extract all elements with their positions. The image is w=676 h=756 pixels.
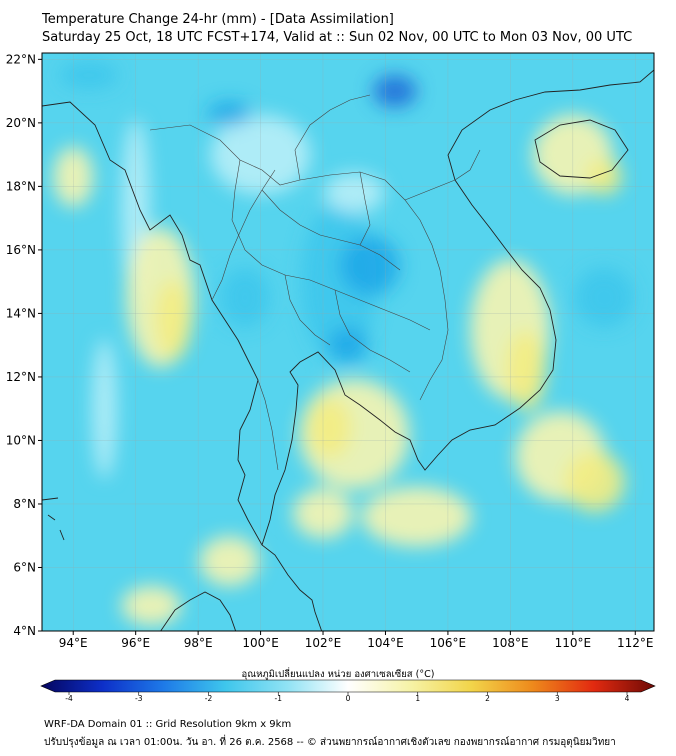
colorbar-tick-label: 0 — [345, 694, 351, 703]
colorbar-tick-label: 1 — [415, 694, 421, 703]
tick-label-lat: 18°N — [6, 179, 36, 193]
colorbar-label: อุณหภูมิเปลี่ยนแปลง หน่วย องศาเซลเซียส (… — [241, 669, 435, 680]
field-region — [121, 585, 182, 626]
coastline-andaman — [42, 497, 65, 541]
field-region — [155, 279, 192, 360]
border-segment — [359, 171, 371, 246]
colorbar-tick-label: 4 — [624, 694, 630, 703]
map-gridlines — [42, 53, 654, 631]
field-region — [564, 451, 625, 512]
tick-label-lon: 94°E — [59, 636, 88, 650]
tick-label-lon: 98°E — [184, 636, 213, 650]
tick-label-lat: 8°N — [13, 497, 36, 511]
tick-label-lon: 96°E — [121, 636, 150, 650]
field-region — [199, 536, 260, 587]
border-segment — [257, 379, 279, 471]
tick-label-lat: 20°N — [6, 116, 36, 130]
field-region — [324, 172, 385, 213]
tick-label-lon: 104°E — [367, 636, 404, 650]
border-segment — [284, 274, 331, 346]
tick-label-lat: 16°N — [6, 243, 36, 257]
tick-label-lon: 102°E — [305, 636, 342, 650]
field-region — [372, 75, 417, 108]
tick-label-lat: 4°N — [13, 624, 36, 638]
map-title: Temperature Change 24-hr (mm) - [Data As… — [42, 12, 394, 27]
field-region — [219, 267, 270, 328]
tick-label-lon: 110°E — [555, 636, 592, 650]
footer-domain-info: WRF-DA Domain 01 :: Grid Resolution 9km … — [44, 719, 292, 730]
tick-label-lat: 10°N — [6, 433, 36, 447]
colorbar-tick-label: -2 — [204, 694, 213, 703]
colorbar-ticks — [68, 692, 628, 695]
field-region — [505, 330, 546, 411]
field-region — [586, 158, 623, 195]
coastline-gulf — [261, 69, 654, 546]
colorbar-tick-label: -4 — [65, 694, 73, 703]
coastlines — [42, 69, 654, 631]
colorbar-tick-label: -1 — [274, 694, 282, 703]
field-region — [361, 486, 472, 547]
colorbar-tick-label: 2 — [485, 694, 490, 703]
tick-label-lon: 108°E — [492, 636, 529, 650]
field-region — [339, 235, 400, 296]
field-region — [92, 338, 117, 479]
field-region — [58, 61, 119, 90]
coastline-hainan — [534, 119, 629, 179]
field-region — [328, 327, 368, 364]
field-region — [574, 267, 635, 328]
tick-label-lat: 6°N — [13, 560, 36, 574]
border-segment — [231, 159, 431, 331]
coastline-mainland — [42, 101, 323, 631]
map-plot-area — [42, 53, 654, 631]
tick-label-lat: 22°N — [6, 52, 36, 66]
colorbar-tick-label: 3 — [554, 694, 560, 703]
axis-ticks: 94°E 96°E 98°E 100°E 102°E 104°E 106°E 108°E 110… — [6, 52, 654, 650]
border-segment — [334, 289, 411, 373]
border-segment — [261, 189, 401, 271]
colorbar — [40, 679, 656, 693]
border-segment — [404, 149, 481, 201]
field-region — [207, 101, 252, 126]
tick-label-lon: 106°E — [430, 636, 467, 650]
field-region — [307, 397, 352, 458]
tick-label-lat: 12°N — [6, 370, 36, 384]
tick-label-lat: 14°N — [6, 306, 36, 320]
tick-label-lon: 100°E — [242, 636, 279, 650]
border-segment — [294, 94, 371, 181]
tick-label-lon: 112°E — [617, 636, 654, 650]
coastline-sumatra — [160, 591, 237, 631]
colorbar-tick-label: -3 — [135, 694, 143, 703]
footer-update-info: ปรับปรุงข้อมูล ณ เวลา 01:00น. วัน อา. ที… — [44, 737, 616, 748]
map-frame — [41, 52, 655, 632]
map-subtitle: Saturday 25 Oct, 18 UTC FCST+174, Valid … — [42, 30, 633, 45]
admin-borders — [149, 94, 481, 471]
temperature-field — [53, 61, 635, 626]
